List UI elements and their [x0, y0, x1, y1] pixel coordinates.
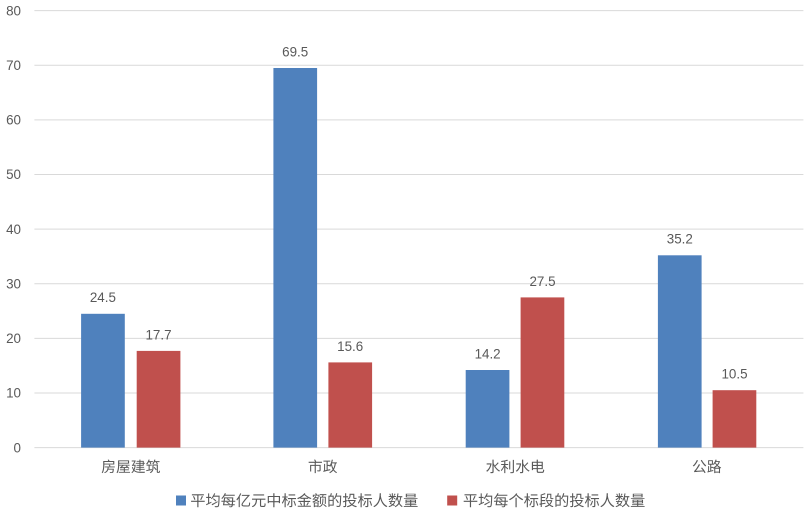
- svg-text:40: 40: [6, 222, 21, 237]
- svg-text:10.5: 10.5: [721, 367, 747, 382]
- svg-text:10: 10: [6, 386, 21, 401]
- svg-text:20: 20: [6, 331, 21, 346]
- svg-text:70: 70: [6, 58, 21, 73]
- svg-text:24.5: 24.5: [90, 290, 116, 305]
- svg-text:35.2: 35.2: [667, 232, 693, 247]
- svg-text:15.6: 15.6: [337, 339, 363, 354]
- svg-text:80: 80: [6, 3, 21, 18]
- svg-text:0: 0: [14, 440, 21, 455]
- svg-text:50: 50: [6, 167, 21, 182]
- svg-text:27.5: 27.5: [529, 274, 555, 289]
- svg-text:30: 30: [6, 276, 21, 291]
- svg-text:60: 60: [6, 113, 21, 128]
- svg-text:17.7: 17.7: [145, 327, 171, 342]
- svg-text:69.5: 69.5: [282, 44, 308, 59]
- svg-text:14.2: 14.2: [475, 346, 501, 361]
